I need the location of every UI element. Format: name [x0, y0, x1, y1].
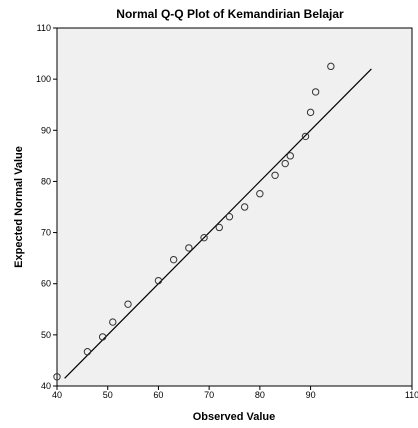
point — [301, 132, 310, 141]
chart-title: Normal Q-Q Plot of Kemandirian Belajar — [116, 7, 344, 21]
point — [225, 213, 234, 221]
y-tick-label: 80 — [41, 176, 51, 186]
point — [281, 159, 289, 168]
point — [215, 223, 223, 232]
x-axis-title: Observed Value — [193, 411, 276, 423]
x-tick-label: 50 — [103, 390, 113, 400]
point — [327, 62, 335, 71]
point — [154, 276, 163, 285]
point — [271, 171, 279, 179]
point — [311, 88, 320, 96]
point — [53, 373, 61, 381]
point — [109, 318, 117, 326]
x-tick-label: 40 — [52, 390, 62, 400]
point — [83, 348, 92, 356]
y-tick-label: 60 — [41, 279, 51, 289]
y-tick-label: 110 — [37, 23, 51, 33]
x-tick-label: 110 — [405, 390, 418, 400]
reference-line — [64, 68, 372, 379]
point — [256, 190, 264, 198]
point — [124, 300, 132, 308]
x-tick-label: 80 — [255, 390, 265, 400]
point — [185, 244, 193, 252]
point — [200, 233, 208, 242]
x-tick-label: 90 — [306, 390, 316, 400]
x-tick-label: 70 — [204, 390, 214, 400]
point — [169, 255, 178, 264]
point — [98, 333, 107, 341]
point — [306, 108, 315, 117]
point — [286, 152, 294, 160]
y-tick-label: 50 — [41, 330, 51, 340]
y-tick-label: 100 — [36, 74, 51, 84]
y-tick-label: 70 — [41, 228, 51, 238]
y-axis-title: Expected Normal Value — [13, 146, 25, 268]
y-tick-label: 40 — [41, 381, 51, 391]
point — [240, 203, 249, 211]
y-tick-label: 90 — [41, 125, 51, 135]
x-tick-label: 60 — [153, 390, 163, 400]
